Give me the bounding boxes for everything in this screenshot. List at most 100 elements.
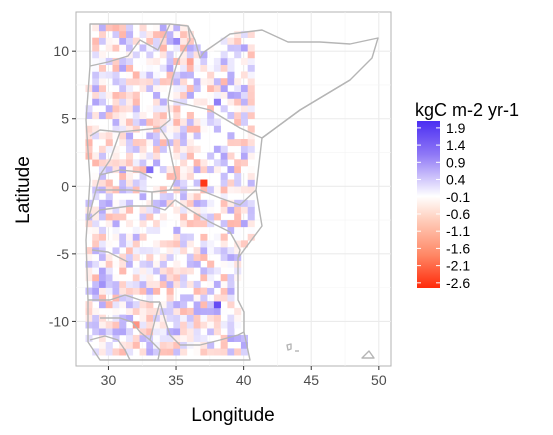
heatmap-cell — [132, 341, 140, 349]
heatmap-cell — [247, 132, 255, 140]
border-line — [88, 294, 160, 303]
heatmap-cell — [105, 247, 113, 255]
heatmap-cell — [85, 334, 93, 342]
heatmap-cell — [105, 253, 113, 261]
heatmap-cell — [119, 233, 127, 241]
heatmap-cell — [220, 51, 228, 59]
heatmap-cell — [166, 301, 174, 309]
heatmap-cell — [193, 84, 201, 93]
heatmap-cell — [173, 213, 181, 221]
heatmap-cell — [92, 287, 100, 295]
heatmap-cell — [153, 78, 161, 86]
heatmap-cell — [166, 348, 174, 356]
heatmap-cell — [227, 179, 235, 187]
heatmap-cell — [193, 328, 201, 336]
heatmap-cell — [153, 247, 161, 255]
heatmap-cell — [186, 260, 194, 268]
heatmap-cell — [92, 267, 100, 275]
heatmap-cell — [98, 51, 107, 59]
heatmap-cell — [220, 260, 228, 268]
heatmap-cell — [119, 328, 127, 336]
heatmap-cell — [193, 314, 201, 322]
heatmap-cell — [92, 37, 100, 45]
heatmap-cell — [112, 226, 120, 234]
heatmap-cell — [220, 64, 228, 72]
heatmap-cell — [126, 71, 134, 79]
heatmap-cell — [200, 307, 208, 315]
heatmap-cell — [180, 30, 188, 38]
heatmap-cell — [247, 145, 255, 153]
heatmap-cell — [153, 71, 161, 79]
heatmap-cell — [234, 220, 242, 228]
heatmap-cell — [173, 44, 181, 52]
heatmap-cell — [207, 341, 215, 349]
heatmap-cell — [92, 280, 100, 288]
heatmap-cell — [200, 98, 208, 106]
heatmap-cell — [207, 166, 215, 174]
heatmap-cell — [193, 260, 201, 268]
heatmap-cell — [98, 132, 107, 140]
heatmap-cell — [227, 199, 235, 207]
heatmap-cell — [166, 341, 174, 349]
heatmap-cell — [186, 307, 194, 315]
heatmap-cell — [173, 84, 181, 93]
heatmap-cell — [98, 294, 107, 302]
border-line — [159, 127, 177, 191]
heatmap-cell — [166, 57, 174, 65]
heatmap-cell — [220, 193, 228, 201]
heatmap-cell — [112, 71, 120, 79]
heatmap-cell — [159, 301, 167, 309]
heatmap-cell — [92, 206, 100, 214]
heatmap-cell — [153, 307, 161, 315]
heatmap-cell — [193, 132, 201, 140]
heatmap-cell — [132, 98, 140, 106]
heatmap-cell — [240, 348, 248, 356]
heatmap-cell — [240, 334, 248, 342]
heatmap-cell — [105, 71, 113, 79]
heatmap-cell — [186, 64, 194, 72]
heatmap-cell — [186, 267, 194, 275]
legend-label: -1.1 — [446, 223, 470, 239]
heatmap-cell — [85, 247, 93, 255]
heatmap-cell — [247, 166, 255, 174]
heatmap-cell — [227, 64, 235, 72]
heatmap-cell — [234, 233, 242, 241]
heatmap-cell — [207, 213, 215, 221]
heatmap-cell — [132, 71, 140, 79]
y-tick-label: 0 — [61, 178, 69, 194]
heatmap-cell — [98, 199, 107, 207]
heatmap-cell — [180, 294, 188, 302]
heatmap-cell — [227, 186, 235, 194]
heatmap-cell — [159, 37, 167, 45]
legend-label: -2.1 — [446, 258, 470, 274]
heatmap-cell — [186, 57, 194, 65]
border-line — [89, 25, 191, 137]
heatmap-cell — [92, 213, 100, 221]
heatmap-cell — [234, 307, 242, 315]
heatmap-cell — [200, 314, 208, 322]
heatmap-cell — [200, 78, 208, 86]
heatmap-cell — [240, 159, 248, 167]
heatmap-cell — [193, 301, 201, 309]
heatmap-cell — [173, 111, 181, 120]
heatmap-cell — [159, 118, 167, 126]
heatmap-cell — [166, 193, 174, 201]
border-line — [261, 79, 351, 139]
heatmap-cell — [247, 57, 255, 65]
heatmap-cell — [132, 260, 140, 268]
heatmap-cell — [126, 145, 134, 153]
heatmap-cell — [159, 132, 167, 140]
heatmap-cell — [119, 267, 127, 275]
heatmap-cell — [119, 287, 127, 295]
heatmap-cell — [200, 213, 208, 221]
heatmap-cell — [153, 186, 161, 194]
heatmap-cell — [105, 267, 113, 275]
heatmap-cell — [119, 206, 127, 214]
heatmap-cell — [200, 247, 208, 255]
heatmap-cell — [119, 240, 127, 248]
heatmap-cell — [153, 334, 161, 342]
heatmap-cell — [153, 91, 161, 99]
heatmap-cell — [200, 179, 208, 187]
heatmap-cell — [173, 348, 181, 356]
heatmap-cell — [112, 111, 120, 120]
